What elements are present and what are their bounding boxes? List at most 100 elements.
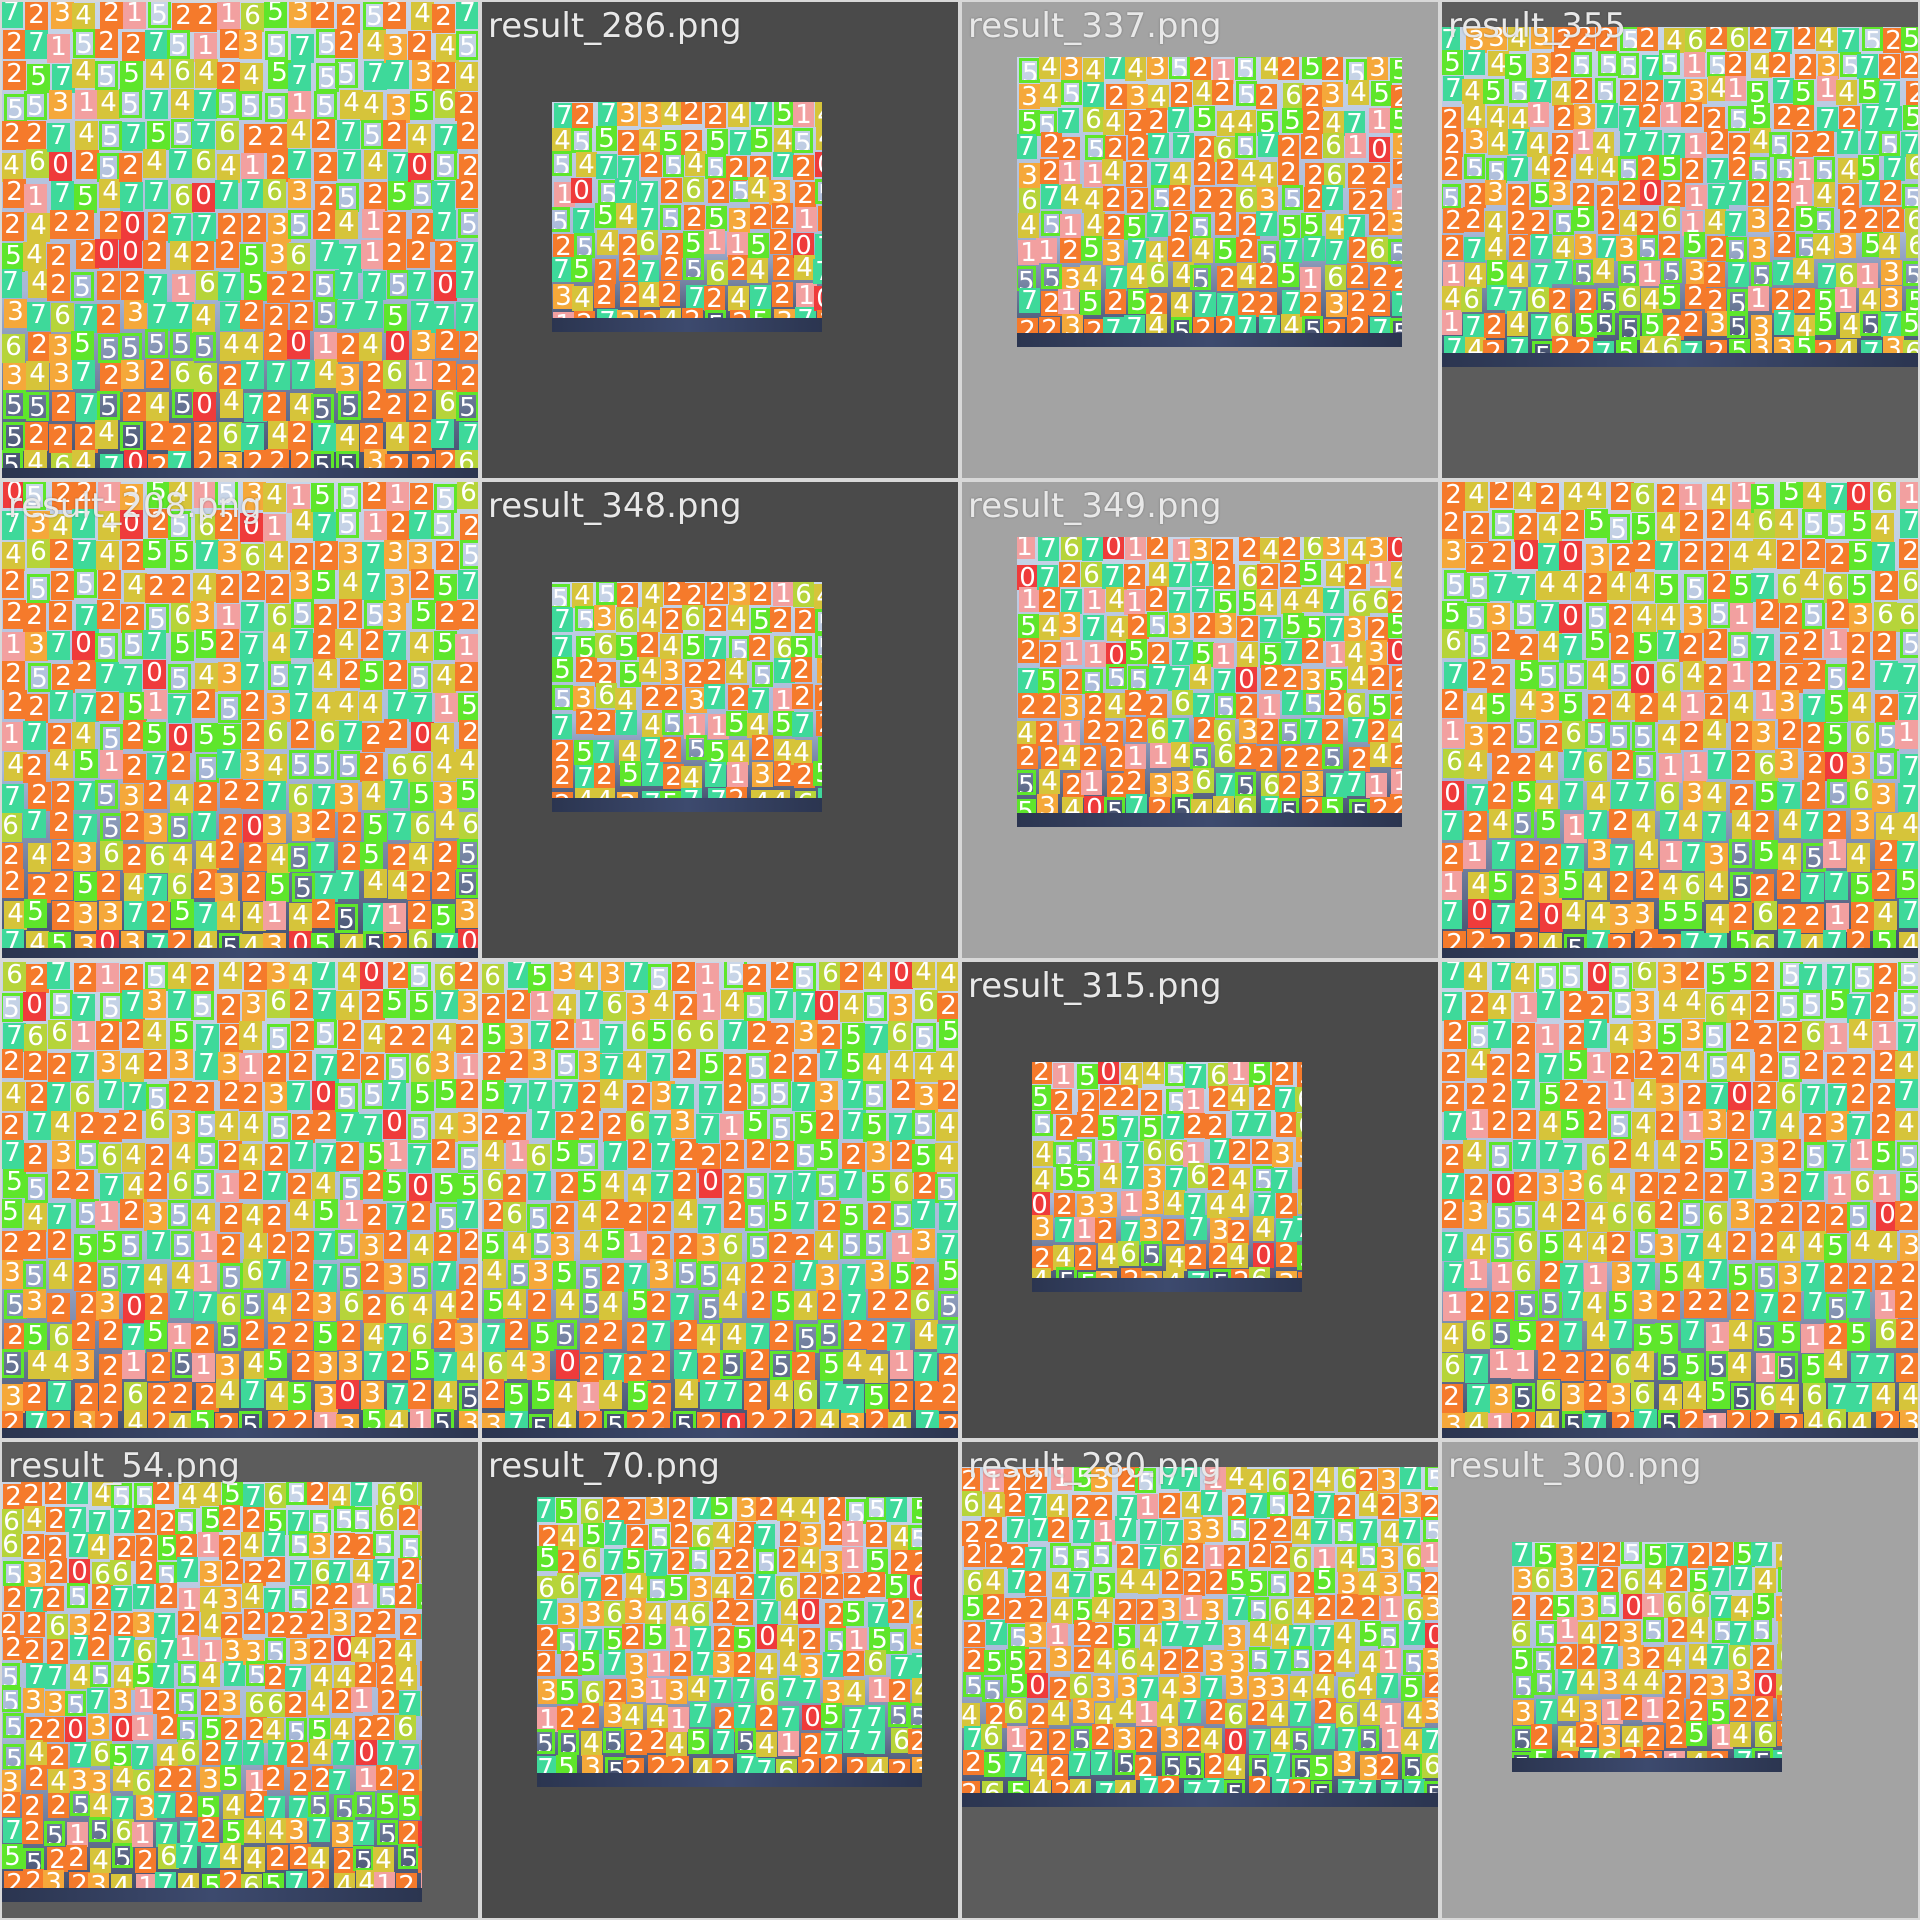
detection-box: 2 <box>3 30 26 59</box>
class-label: 2 <box>1612 544 1635 570</box>
class-label: 3 <box>650 1259 673 1285</box>
detection-box: 6 <box>2 813 22 842</box>
detection-box: 2 <box>1322 719 1343 744</box>
class-label: 7 <box>1664 79 1685 104</box>
detection-box: 5 <box>596 582 617 605</box>
detection-box: 2 <box>599 1320 622 1349</box>
detection-box: 5 <box>555 1050 578 1079</box>
scene-ground <box>1017 333 1402 347</box>
class-label: 4 <box>1103 110 1124 135</box>
detection-box: 7 <box>314 1264 337 1293</box>
detection-box: 7 <box>457 1199 478 1228</box>
detection-box: 2 <box>1301 134 1322 159</box>
class-label: 2 <box>76 150 99 176</box>
detection-box: 4 <box>217 154 240 183</box>
class-label: 2 <box>1707 236 1728 261</box>
detection-box: 5 <box>1236 81 1257 106</box>
class-label: 5 <box>1443 187 1458 206</box>
class-label: 7 <box>504 1083 527 1109</box>
detection-box: 2 <box>1348 163 1369 188</box>
class-label: 5 <box>1805 603 1822 626</box>
class-label: 4 <box>1171 292 1192 317</box>
class-label: 2 <box>145 1293 168 1319</box>
detection-box: 0 <box>1640 180 1661 205</box>
detection-box: 7 <box>124 901 147 930</box>
class-label: 2 <box>408 31 431 57</box>
detection-box: 5 <box>336 183 359 212</box>
class-label: 5 <box>195 723 218 749</box>
class-label: 4 <box>386 422 409 448</box>
class-label: 2 <box>1619 180 1640 205</box>
detection-box: 5 <box>315 1199 338 1228</box>
class-label: 4 <box>1587 782 1610 808</box>
detection-box: 3 <box>1442 539 1465 568</box>
detection-box: 7 <box>96 662 119 691</box>
class-label: 2 <box>1840 208 1861 233</box>
detection-box: 5 <box>387 270 410 299</box>
detection-box: 4 <box>335 210 358 239</box>
class-label: 7 <box>1825 871 1848 897</box>
class-label: 2 <box>769 1232 792 1258</box>
class-label: 4 <box>1859 288 1880 313</box>
class-label: 7 <box>289 664 312 690</box>
detection-box: 2 <box>1508 209 1529 234</box>
class-label: 2 <box>698 1353 721 1379</box>
class-label: 7 <box>616 710 637 735</box>
class-label: 4 <box>193 573 216 599</box>
detection-box: 1 <box>1442 719 1464 748</box>
detection-box: 2 <box>100 363 123 392</box>
class-label: 1 <box>1835 287 1856 312</box>
class-label: 4 <box>1779 809 1802 835</box>
class-label: 2 <box>47 1293 70 1319</box>
class-label: 2 <box>770 229 791 254</box>
detection-box: 4 <box>639 607 660 632</box>
detection-box: 6 <box>50 1324 73 1353</box>
detection-box: 4 <box>723 1323 746 1352</box>
detection-box: 0 <box>1236 667 1257 692</box>
class-label: 2 <box>1490 482 1513 505</box>
detection-box: 5 <box>146 604 169 633</box>
detection-box: 2 <box>384 660 407 689</box>
detection-box: 5 <box>571 128 592 153</box>
class-label: 3 <box>1147 57 1168 79</box>
class-label: 4 <box>264 754 287 780</box>
class-label: 5 <box>1865 29 1880 48</box>
class-label: 4 <box>697 1324 720 1350</box>
detection-box: 4 <box>728 605 749 630</box>
class-label: 5 <box>1467 157 1482 176</box>
detection-box: 2 <box>580 1354 603 1383</box>
class-label: 2 <box>791 1234 814 1260</box>
class-label: 5 <box>1601 54 1616 73</box>
class-label: 5 <box>343 1266 360 1289</box>
detection-box: 1 <box>1300 267 1321 292</box>
detection-box: 5 <box>1769 132 1790 157</box>
class-label: 2 <box>1610 871 1633 897</box>
class-label: 7 <box>123 1324 146 1350</box>
detection-box: 3 <box>456 899 478 928</box>
class-label: 3 <box>267 693 290 719</box>
detection-box: 2 <box>1508 184 1529 209</box>
class-label: 3 <box>215 873 238 899</box>
detection-box: 5 <box>3 390 26 419</box>
class-label: 7 <box>196 1024 219 1050</box>
detection-box: 4 <box>1171 292 1192 317</box>
detection-box: 0 <box>386 331 409 360</box>
class-label: 2 <box>1639 102 1660 127</box>
class-label: 2 <box>1442 689 1463 715</box>
detection-box: 5 <box>457 839 478 868</box>
class-label: 2 <box>1906 81 1918 106</box>
class-label: 2 <box>1146 108 1167 133</box>
class-label: 4 <box>433 752 456 778</box>
class-label: 7 <box>144 874 167 900</box>
class-label: 3 <box>1215 613 1236 638</box>
class-label: 5 <box>1621 159 1636 178</box>
class-label: 4 <box>616 203 637 228</box>
detection-box: 3 <box>1586 544 1609 573</box>
class-label: 5 <box>98 783 115 806</box>
class-label: 5 <box>1471 634 1488 657</box>
class-label: 2 <box>553 234 574 259</box>
class-label: 2 <box>771 1141 794 1167</box>
detection-box: 4 <box>219 962 242 989</box>
class-label: 2 <box>1620 80 1641 105</box>
